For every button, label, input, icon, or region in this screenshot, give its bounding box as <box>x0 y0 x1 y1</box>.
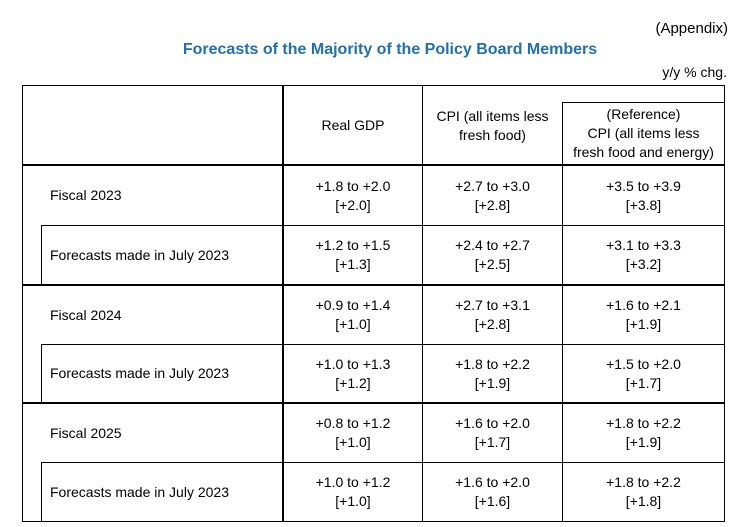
cell-ref: +1.5 to +2.0 [+1.7] <box>563 345 724 402</box>
row-line-3 <box>41 344 725 345</box>
cell-median: [+1.7] <box>625 374 662 391</box>
cell-ref: +1.6 to +2.1 [+1.9] <box>563 286 724 344</box>
cell-cpi: +2.7 to +3.1 [+2.8] <box>423 286 562 344</box>
header-real-gdp: Real GDP <box>284 86 422 164</box>
cell-median: [+1.0] <box>335 493 371 509</box>
appendix-label: (Appendix) <box>655 20 728 37</box>
header-cpi: CPI (all items less fresh food) <box>423 86 562 164</box>
page-title: Forecasts of the Majority of the Policy … <box>182 41 598 58</box>
row-label: Fiscal 2025 <box>50 404 122 462</box>
cell-median: [+1.9] <box>625 316 662 332</box>
cell-median: [+1.7] <box>474 434 511 450</box>
col-divider-cpi <box>422 85 423 522</box>
cell-range: +2.4 to +2.7 <box>455 237 530 253</box>
cell-median: [+1.2] <box>335 374 371 391</box>
cell-gdp: +0.8 to +1.2 [+1.0] <box>284 404 422 462</box>
indent-line-row-6 <box>41 462 42 522</box>
cell-range: +1.6 to +2.0 <box>455 415 530 431</box>
cell-median: [+1.3] <box>335 256 371 272</box>
header-cpi-line1: CPI (all items less <box>436 108 549 124</box>
row-label: Forecasts made in July 2023 <box>50 345 229 402</box>
cell-range: +1.8 to +2.2 <box>455 355 530 372</box>
cell-gdp: +1.8 to +2.0 [+2.0] <box>284 166 422 225</box>
cell-range: +3.1 to +3.3 <box>606 237 681 253</box>
cell-range: +3.5 to +3.9 <box>606 177 681 194</box>
cell-cpi: +2.7 to +3.0 [+2.8] <box>423 166 562 225</box>
row-label-text: Forecasts made in July 2023 <box>50 483 229 500</box>
cell-median: [+1.9] <box>625 434 662 450</box>
row-line-1 <box>41 225 725 226</box>
cell-cpi: +1.6 to +2.0 [+1.6] <box>423 463 562 521</box>
cell-gdp: +1.2 to +1.5 [+1.3] <box>284 226 422 284</box>
cell-range: +1.0 to +1.3 <box>315 355 391 372</box>
header-cpi-line2: fresh food) <box>459 127 526 143</box>
cell-gdp: +0.9 to +1.4 [+1.0] <box>284 286 422 344</box>
cell-range: +1.8 to +2.2 <box>606 474 681 490</box>
cell-range: +0.8 to +1.2 <box>315 415 391 431</box>
cell-median: [+2.8] <box>474 196 511 213</box>
row-label: Forecasts made in July 2023 <box>50 226 229 284</box>
row-label: Fiscal 2024 <box>50 286 122 344</box>
header-bottom-line <box>22 164 725 166</box>
header-reference-cpi: (Reference) CPI (all items less fresh fo… <box>563 103 724 164</box>
cell-range: +1.0 to +1.2 <box>315 474 391 490</box>
unit-label: y/y % chg. <box>662 64 727 80</box>
row-line-2 <box>22 284 725 286</box>
row-label: Fiscal 2023 <box>50 166 122 225</box>
indent-line-row-2 <box>41 225 42 285</box>
cell-range: +0.9 to +1.4 <box>315 297 391 313</box>
cell-median: [+3.8] <box>625 196 662 213</box>
row-label-text: Fiscal 2024 <box>50 306 122 323</box>
cell-range: +1.8 to +2.2 <box>606 415 681 431</box>
ref-header-top-line <box>562 102 725 103</box>
cell-range: +2.7 to +3.0 <box>455 177 530 194</box>
header-ref-line3: fresh food and energy) <box>573 144 714 160</box>
cell-median: [+2.8] <box>474 316 511 332</box>
cell-gdp: +1.0 to +1.3 [+1.2] <box>284 345 422 402</box>
cell-range: +1.6 to +2.0 <box>455 474 530 490</box>
row-label: Forecasts made in July 2023 <box>50 463 229 521</box>
row-line-5 <box>41 462 725 463</box>
cell-ref: +1.8 to +2.2 [+1.8] <box>563 463 724 521</box>
cell-median: [+2.5] <box>474 256 511 272</box>
cell-median: [+1.6] <box>474 493 511 509</box>
cell-ref: +3.1 to +3.3 [+3.2] <box>563 226 724 284</box>
cell-median: [+3.2] <box>625 256 662 272</box>
indent-line-row-4 <box>41 344 42 403</box>
cell-median: [+2.0] <box>335 196 371 213</box>
header-ref-line1: (Reference) <box>606 106 681 122</box>
col-divider-gdp <box>282 85 284 522</box>
row-line-4 <box>22 402 725 404</box>
cell-median: [+1.0] <box>335 434 371 450</box>
col-divider-ref <box>562 102 563 522</box>
cell-range: +1.2 to +1.5 <box>315 237 391 253</box>
cell-median: [+1.9] <box>474 374 511 391</box>
row-label-text: Fiscal 2023 <box>50 187 122 203</box>
cell-cpi: +2.4 to +2.7 [+2.5] <box>423 226 562 284</box>
cell-range: +1.5 to +2.0 <box>606 355 681 372</box>
row-label-text: Forecasts made in July 2023 <box>50 365 229 381</box>
cell-cpi: +1.6 to +2.0 [+1.7] <box>423 404 562 462</box>
cell-range: +1.6 to +2.1 <box>606 297 681 313</box>
row-label-text: Forecasts made in July 2023 <box>50 246 229 263</box>
cell-gdp: +1.0 to +1.2 [+1.0] <box>284 463 422 521</box>
cell-range: +1.8 to +2.0 <box>315 177 391 194</box>
header-gdp-text: Real GDP <box>321 116 385 133</box>
cell-range: +2.7 to +3.1 <box>455 297 530 313</box>
cell-cpi: +1.8 to +2.2 [+1.9] <box>423 345 562 402</box>
col-divider-ref-right <box>724 102 725 522</box>
cell-ref: +3.5 to +3.9 [+3.8] <box>563 166 724 225</box>
header-ref-line2: CPI (all items less <box>587 125 700 141</box>
cell-median: [+1.8] <box>625 493 662 509</box>
cell-ref: +1.8 to +2.2 [+1.9] <box>563 404 724 462</box>
row-label-text: Fiscal 2025 <box>50 424 122 441</box>
cell-median: [+1.0] <box>335 316 371 332</box>
